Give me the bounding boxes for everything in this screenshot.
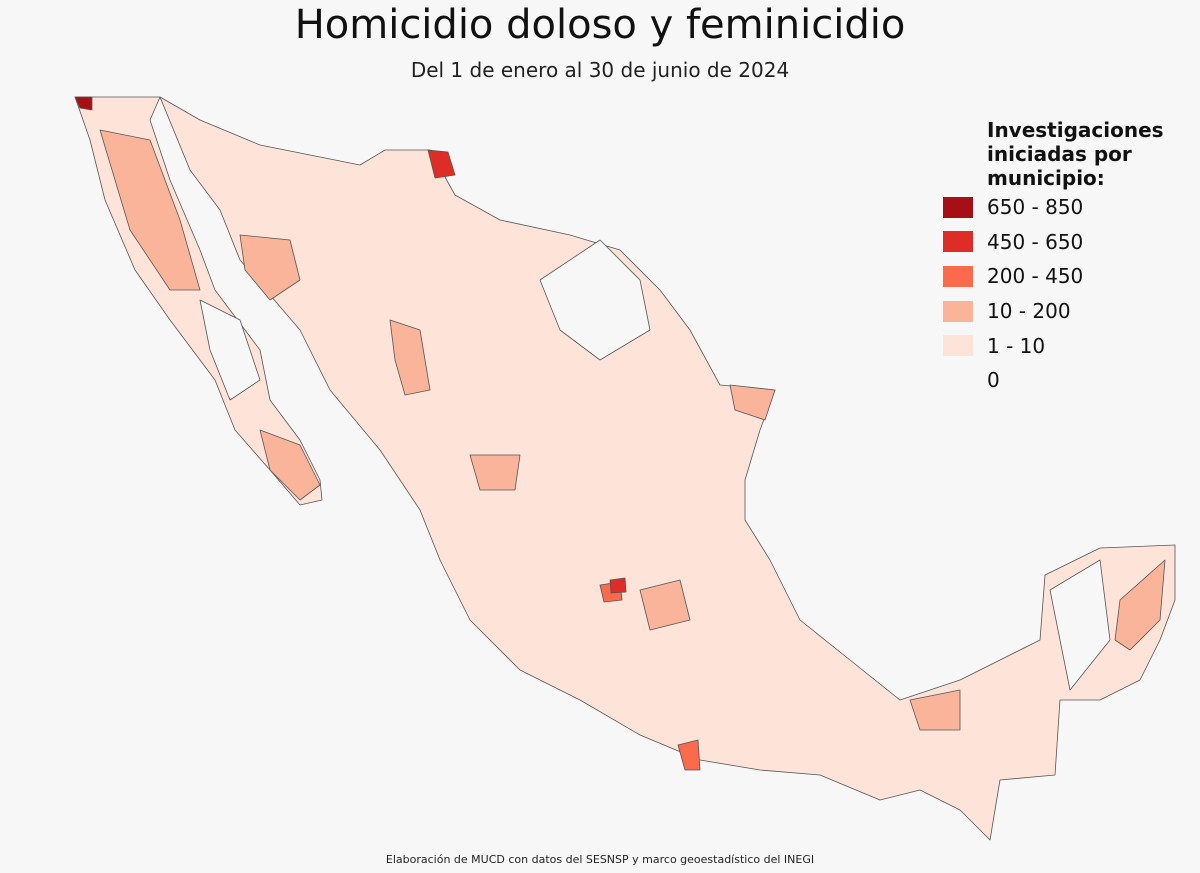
legend-title: Investigaciones iniciadas por municipio: — [987, 118, 1164, 190]
region-10-200 — [469, 454, 521, 491]
legend-label: 450 - 650 — [987, 229, 1084, 254]
title: Homicidio doloso y feminicidio — [294, 2, 906, 48]
legend-swatch — [943, 265, 973, 287]
legend-item: 10 - 200 — [943, 294, 1183, 329]
region-10-200 — [729, 384, 776, 421]
legend-label: 1 - 10 — [987, 333, 1046, 358]
credit: Elaboración de MUCD con datos del SESNSP… — [385, 853, 815, 866]
legend-label: 200 - 450 — [987, 264, 1084, 289]
region-200-450 — [677, 739, 701, 771]
region-10-200 — [259, 429, 321, 501]
region-450-650 — [609, 577, 627, 594]
legend-item: 450 - 650 — [943, 225, 1183, 260]
region-10-200 — [639, 579, 691, 631]
zero-area — [199, 299, 261, 401]
legend-swatch — [943, 231, 973, 253]
region-10-200 — [1114, 559, 1166, 651]
region-450-650 — [427, 149, 456, 179]
region-10-200 — [99, 129, 201, 291]
mainland — [159, 96, 1176, 841]
region-650-850 — [74, 96, 93, 111]
zero-area — [1049, 559, 1111, 691]
legend-label: 10 - 200 — [987, 299, 1071, 324]
region-10-200 — [389, 319, 431, 396]
legend-swatch — [943, 300, 973, 322]
region-10-200 — [909, 689, 961, 731]
legend-item: 200 - 450 — [943, 259, 1183, 294]
legend-swatch — [943, 196, 973, 218]
legend-item: 1 - 10 — [943, 328, 1183, 363]
legend-swatch — [943, 335, 973, 357]
legend: Investigaciones iniciadas por municipio:… — [943, 118, 1183, 398]
subtitle: Del 1 de enero al 30 de junio de 2024 — [410, 58, 790, 82]
legend-item: 650 - 850 — [943, 190, 1183, 225]
legend-label: 0 — [987, 368, 1000, 393]
legend-swatch — [943, 369, 973, 391]
legend-items: 650 - 850 450 - 650 200 - 450 10 - 200 1 - 1… — [943, 190, 1183, 398]
zero-area — [539, 239, 651, 361]
legend-item: 0 — [943, 363, 1183, 398]
legend-label: 650 - 850 — [987, 195, 1084, 220]
region-10-200 — [239, 234, 301, 301]
